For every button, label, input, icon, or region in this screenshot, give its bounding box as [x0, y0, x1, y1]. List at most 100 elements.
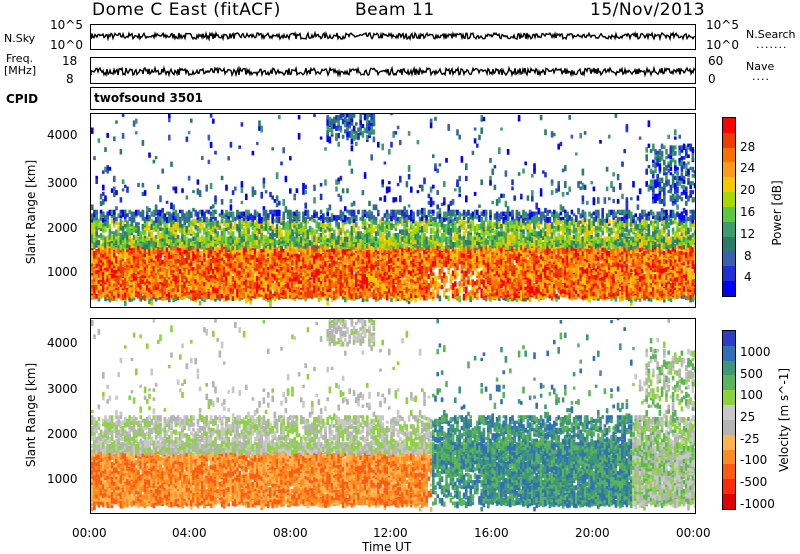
heatmap-cell — [337, 181, 340, 185]
heatmap-cell — [201, 234, 204, 242]
heatmap-cell — [313, 229, 316, 236]
heatmap-cell — [121, 209, 125, 214]
heatmap-cell — [240, 186, 244, 194]
heatmap-cell — [363, 249, 367, 256]
heatmap-cell — [139, 274, 142, 281]
heatmap-cell — [315, 220, 318, 226]
heatmap-cell — [201, 281, 204, 289]
heatmap-cell — [110, 240, 114, 247]
heatmap-cell — [130, 291, 134, 299]
heatmap-cell — [139, 249, 142, 254]
heatmap-cell — [284, 225, 288, 230]
heatmap-cell — [286, 274, 290, 282]
heatmap-cell — [278, 258, 281, 263]
heatmap-cell — [203, 250, 206, 258]
heatmap-cell — [348, 209, 351, 216]
heatmap-cell — [218, 274, 222, 280]
heatmap-cell — [159, 256, 162, 264]
heatmap-cell — [110, 277, 114, 285]
heatmap-cell — [102, 170, 105, 174]
heatmap-cell — [322, 236, 325, 243]
heatmap-cell — [108, 254, 112, 260]
heatmap-cell — [141, 140, 145, 146]
heatmap-cell — [128, 291, 131, 298]
heatmap-cell — [328, 281, 332, 287]
heatmap-cell — [205, 184, 208, 192]
heatmap-cell — [137, 229, 140, 237]
heatmap-cell — [196, 241, 200, 249]
heatmap-cell — [291, 211, 294, 219]
heatmap-cell — [297, 211, 301, 218]
heatmap-cell — [295, 250, 299, 258]
heatmap-cell — [370, 275, 373, 282]
heatmap-cell — [339, 261, 343, 267]
heatmap-cell — [317, 266, 321, 274]
heatmap-cell — [121, 279, 125, 286]
heatmap-cell — [289, 258, 292, 262]
heatmap-cell — [93, 268, 96, 276]
heatmap-cell — [194, 218, 197, 226]
heatmap-cell — [324, 283, 327, 288]
heatmap-cell — [170, 265, 173, 270]
heatmap-cell — [260, 249, 263, 253]
heatmap-cell — [181, 281, 184, 285]
heatmap-cell — [251, 225, 255, 231]
heatmap-cell — [183, 247, 186, 255]
heatmap-cell — [245, 290, 248, 295]
heatmap-cell — [370, 261, 373, 269]
heatmap-cell — [128, 275, 131, 282]
heatmap-cell — [115, 275, 118, 281]
heatmap-cell — [278, 209, 281, 217]
heatmap-cell — [113, 175, 116, 183]
heatmap-cell — [170, 161, 173, 167]
heatmap-cell — [297, 236, 301, 242]
heatmap-cell — [229, 275, 233, 282]
heatmap-cell — [385, 293, 389, 301]
heatmap-cell — [159, 218, 162, 225]
heatmap-cell — [352, 200, 356, 206]
heatmap-cell — [341, 188, 345, 194]
heatmap-cell — [355, 215, 358, 222]
heatmap-cell — [168, 270, 171, 275]
heatmap-cell — [297, 115, 301, 120]
heatmap-cell — [348, 270, 351, 278]
heatmap-cell — [337, 275, 340, 283]
heatmap-cell — [260, 125, 263, 132]
heatmap-cell — [170, 225, 173, 230]
heatmap-cell — [119, 218, 123, 224]
heatmap-cell — [172, 227, 175, 235]
heatmap-cell — [95, 261, 98, 268]
heatmap-cell — [163, 258, 167, 262]
heatmap-cell — [168, 227, 171, 232]
heatmap-cell — [181, 209, 184, 217]
heatmap-cell — [326, 293, 329, 299]
heatmap-cell — [326, 243, 329, 250]
heatmap-cell — [181, 283, 184, 290]
heatmap-cell — [91, 227, 94, 234]
heatmap-cell — [192, 254, 195, 261]
heatmap-cell — [295, 227, 299, 234]
heatmap-cell — [311, 249, 314, 255]
heatmap-cell — [159, 290, 162, 298]
heatmap-cell — [278, 261, 281, 268]
heatmap-cell — [322, 229, 325, 235]
heatmap-cell — [251, 259, 255, 267]
heatmap-cell — [192, 231, 195, 235]
heatmap-cell — [313, 258, 316, 264]
heatmap-cell — [93, 293, 96, 300]
heatmap-cell — [366, 243, 369, 249]
heatmap-cell — [377, 238, 380, 242]
heatmap-cell — [121, 288, 125, 294]
heatmap-cell — [361, 272, 365, 279]
heatmap-cell — [269, 225, 272, 231]
heatmap-cell — [168, 281, 171, 288]
heatmap-cell — [341, 118, 345, 125]
heatmap-cell — [170, 279, 173, 284]
heatmap-cell — [126, 259, 129, 264]
heatmap-cell — [187, 274, 191, 282]
heatmap-cell — [379, 284, 382, 291]
heatmap-cell — [330, 120, 334, 127]
heatmap-cell — [91, 263, 94, 270]
heatmap-cell — [137, 268, 140, 275]
heatmap-cell — [216, 220, 219, 228]
